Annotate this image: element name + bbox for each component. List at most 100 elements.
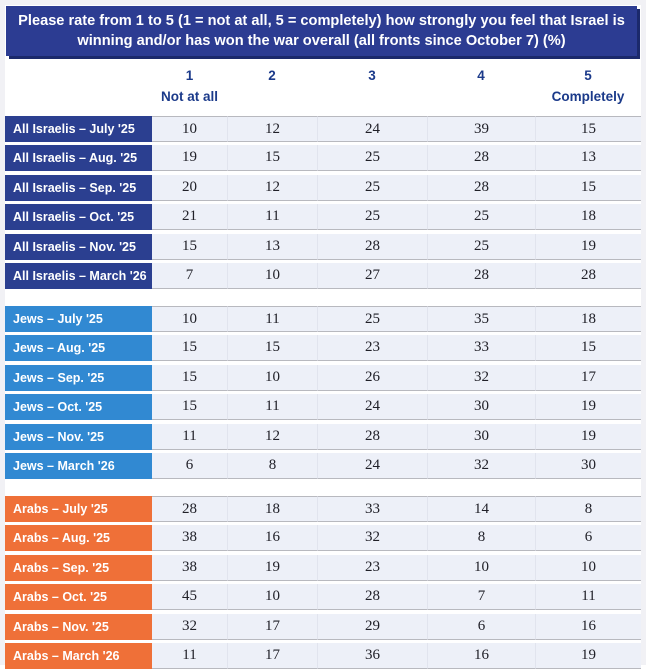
value-cell: 30 xyxy=(427,394,535,421)
value-cell: 33 xyxy=(317,496,427,522)
scale-number: 2 xyxy=(268,68,276,84)
scale-number: 5 xyxy=(584,68,592,84)
row-label: Jews – Aug. '25 xyxy=(5,335,152,362)
value-cell: 27 xyxy=(317,263,427,290)
scale-caption xyxy=(227,87,317,101)
value-cell: 32 xyxy=(152,613,227,640)
row-label: All Israelis – Sep. '25 xyxy=(5,174,152,201)
row-label: Arabs – Nov. '25 xyxy=(5,613,152,640)
value-cell: 32 xyxy=(427,364,535,391)
value-cell: 26 xyxy=(317,364,427,391)
value-cell: 10 xyxy=(227,263,317,290)
value-cell: 17 xyxy=(227,642,317,669)
value-cell: 36 xyxy=(317,642,427,669)
row-label: Jews – July '25 xyxy=(5,306,152,333)
group-jews: Jews – July '25 10 11 25 35 18 Jews – Aug. '25… xyxy=(5,306,641,479)
table-row: Arabs – July '25 28 18 33 14 8 xyxy=(5,496,641,522)
value-cell: 28 xyxy=(427,174,535,201)
value-cell: 17 xyxy=(227,613,317,640)
table-row: Jews – Nov. '25 11 12 28 30 19 xyxy=(5,423,641,450)
table-row: All Israelis – Aug. '25 19 15 25 28 13 xyxy=(5,145,641,172)
table-row: All Israelis – Nov. '25 15 13 28 25 19 xyxy=(5,233,641,260)
value-cell: 15 xyxy=(152,394,227,421)
value-cell: 15 xyxy=(535,116,641,143)
table-row: Jews – Sep. '25 15 10 26 32 17 xyxy=(5,364,641,391)
value-cell: 24 xyxy=(317,394,427,421)
row-cells: 20 12 25 28 15 xyxy=(152,174,641,201)
table-row: All Israelis – March '26 7 10 27 28 28 xyxy=(5,263,641,290)
value-cell: 16 xyxy=(227,525,317,552)
value-cell: 28 xyxy=(317,423,427,450)
value-cell: 30 xyxy=(427,423,535,450)
value-cell: 19 xyxy=(535,233,641,260)
value-cell: 16 xyxy=(427,642,535,669)
value-cell: 15 xyxy=(152,335,227,362)
row-label: All Israelis – Aug. '25 xyxy=(5,145,152,172)
value-cell: 24 xyxy=(317,453,427,479)
row-cells: 6 8 24 32 30 xyxy=(152,453,641,479)
value-cell: 28 xyxy=(317,584,427,611)
value-cell: 28 xyxy=(317,233,427,260)
group-arabs: Arabs – July '25 28 18 33 14 8 Arabs – Aug. '2… xyxy=(5,496,641,669)
value-cell: 33 xyxy=(427,335,535,362)
value-cell: 20 xyxy=(152,174,227,201)
value-cell: 6 xyxy=(427,613,535,640)
value-cell: 25 xyxy=(427,233,535,260)
value-cell: 28 xyxy=(535,263,641,290)
value-cell: 17 xyxy=(535,364,641,391)
scale-number: 1 xyxy=(185,68,194,84)
value-cell: 23 xyxy=(317,335,427,362)
table-row: Jews – Aug. '25 15 15 23 33 15 xyxy=(5,335,641,362)
row-cells: 38 19 23 10 10 xyxy=(152,554,641,581)
value-cell: 10 xyxy=(227,584,317,611)
value-cell: 8 xyxy=(535,496,641,522)
row-cells: 15 13 28 25 19 xyxy=(152,233,641,260)
value-cell: 12 xyxy=(227,174,317,201)
table-row: Arabs – Oct. '25 45 10 28 7 11 xyxy=(5,584,641,611)
scale-column-3: 3 xyxy=(317,66,427,108)
value-cell: 6 xyxy=(152,453,227,479)
value-cell: 12 xyxy=(227,116,317,143)
value-cell: 15 xyxy=(152,233,227,260)
row-cells: 11 12 28 30 19 xyxy=(152,423,641,450)
value-cell: 10 xyxy=(152,116,227,143)
row-cells: 15 15 23 33 15 xyxy=(152,335,641,362)
value-cell: 19 xyxy=(152,145,227,172)
value-cell: 25 xyxy=(317,306,427,333)
table-row: Arabs – March '26 11 17 36 16 19 xyxy=(5,642,641,669)
value-cell: 19 xyxy=(227,554,317,581)
value-cell: 28 xyxy=(152,496,227,522)
value-cell: 25 xyxy=(317,145,427,172)
question-title: Please rate from 1 to 5 (1 = not at all,… xyxy=(6,6,637,57)
value-cell: 25 xyxy=(427,204,535,231)
scale-column-2: 2 xyxy=(227,66,317,108)
value-cell: 8 xyxy=(227,453,317,479)
row-label: All Israelis – July '25 xyxy=(5,116,152,143)
table-row: All Israelis – July '25 10 12 24 39 15 xyxy=(5,116,641,143)
value-cell: 19 xyxy=(535,394,641,421)
value-cell: 19 xyxy=(535,423,641,450)
value-cell: 10 xyxy=(227,364,317,391)
row-cells: 15 10 26 32 17 xyxy=(152,364,641,391)
row-cells: 15 11 24 30 19 xyxy=(152,394,641,421)
table-row: Jews – July '25 10 11 25 35 18 xyxy=(5,306,641,333)
value-cell: 7 xyxy=(427,584,535,611)
value-cell: 11 xyxy=(152,642,227,669)
value-cell: 18 xyxy=(535,306,641,333)
row-cells: 19 15 25 28 13 xyxy=(152,145,641,172)
row-label: Arabs – March '26 xyxy=(5,642,152,669)
value-cell: 18 xyxy=(535,204,641,231)
scale-caption xyxy=(317,87,427,101)
row-label: Arabs – Sep. '25 xyxy=(5,554,152,581)
row-label: All Israelis – March '26 xyxy=(5,263,152,290)
scale-column-5: 5 Completely xyxy=(535,66,641,108)
value-cell: 18 xyxy=(227,496,317,522)
table-body: All Israelis – July '25 10 12 24 39 15 All Isr… xyxy=(5,116,641,669)
value-cell: 21 xyxy=(152,204,227,231)
value-cell: 8 xyxy=(427,525,535,552)
table-row: All Israelis – Sep. '25 20 12 25 28 15 xyxy=(5,174,641,201)
table-row: Arabs – Sep. '25 38 19 23 10 10 xyxy=(5,554,641,581)
row-label: Arabs – July '25 xyxy=(5,496,152,522)
row-label: Jews – March '26 xyxy=(5,453,152,479)
value-cell: 15 xyxy=(227,145,317,172)
